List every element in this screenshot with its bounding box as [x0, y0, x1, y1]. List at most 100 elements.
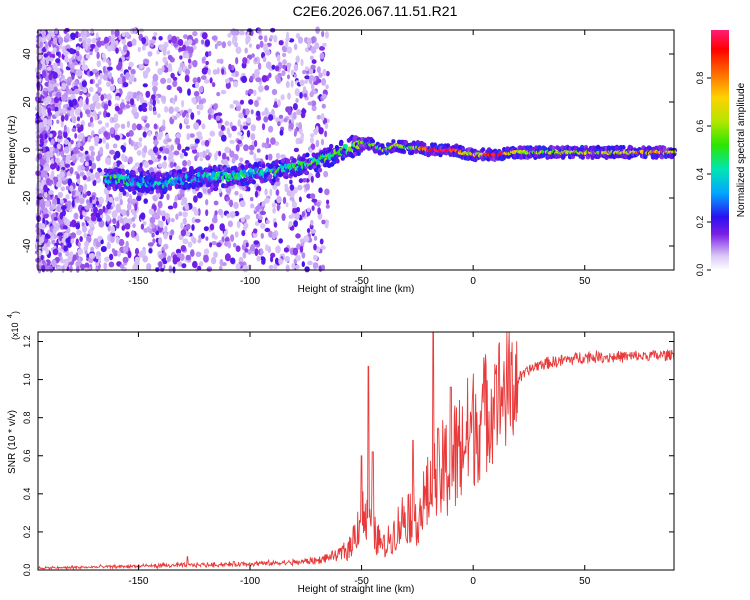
spectrogram-noise-cell	[123, 44, 128, 53]
spectrogram-noise-cell	[111, 248, 116, 254]
spectrogram-noise-cell	[44, 191, 48, 198]
spectrogram-noise-cell	[276, 195, 282, 204]
spectrogram-y-tick-label: -20	[22, 190, 33, 205]
spectrogram-noise-cell	[224, 253, 231, 262]
spectrogram-noise-cell	[177, 143, 182, 151]
spectrogram-noise-cell	[306, 37, 312, 45]
spectrogram-noise-cell	[158, 254, 164, 260]
spectrogram-noise-cell	[254, 57, 258, 62]
spectrogram-noise-cell	[225, 196, 231, 201]
spectrogram-noise-cell	[94, 114, 98, 121]
spectrogram-noise-cell	[55, 157, 60, 164]
spectrogram-noise-cell	[46, 66, 52, 71]
spectrogram-noise-cell	[201, 123, 206, 130]
spectrogram-noise-cell	[286, 62, 292, 68]
spectrogram-noise-cell	[179, 152, 184, 159]
spectrogram-noise-cell	[38, 63, 42, 71]
spectrogram-noise-cell	[79, 236, 83, 242]
spectrogram-noise-cell	[227, 240, 232, 249]
spectrogram-noise-cell	[267, 153, 273, 161]
spectrogram-noise-cell	[41, 259, 46, 264]
spectrogram-noise-cell	[63, 38, 69, 43]
spectrogram-noise-cell	[46, 178, 51, 186]
spectrogram-noise-cell	[308, 148, 313, 153]
spectrogram-track-halo	[261, 163, 266, 169]
spectrogram-noise-cell	[277, 121, 281, 127]
spectrogram-x-tick-label: 0	[470, 276, 476, 287]
spectrogram-noise-cell	[159, 146, 164, 152]
spectrogram-noise-cell	[262, 56, 267, 63]
spectrogram-noise-cell	[131, 123, 137, 131]
spectrogram-noise-cell	[232, 242, 237, 248]
spectrogram-noise-cell	[311, 36, 315, 44]
spectrogram-noise-cell	[261, 75, 268, 83]
spectrogram-noise-cell	[152, 213, 159, 219]
spectrogram-track-halo	[253, 161, 258, 167]
spectrogram-x-tick-label: -100	[240, 276, 260, 287]
spectrogram-noise-cell	[296, 243, 302, 250]
spectrogram-noise-cell	[142, 70, 149, 76]
snr-x-tick-label: -100	[240, 576, 260, 587]
svg-text:4: 4	[7, 314, 14, 318]
spectrogram-noise-cell	[106, 193, 110, 202]
spectrogram-noise-cell	[251, 53, 255, 58]
spectrogram-noise-cell	[72, 115, 77, 124]
spectrogram-noise-cell	[52, 47, 57, 53]
spectrogram-noise-cell	[205, 154, 211, 161]
spectrogram-noise-cell	[295, 254, 301, 262]
spectrogram-track-halo	[285, 158, 291, 164]
spectrogram-noise-cell	[319, 46, 325, 51]
spectrogram-noise-cell	[293, 220, 298, 228]
spectrogram-noise-cell	[65, 237, 71, 244]
spectrogram-noise-cell	[221, 134, 227, 142]
spectrogram-noise-cell	[306, 228, 311, 234]
colorbar-gradient	[711, 30, 729, 270]
spectrogram-noise-cell	[52, 71, 58, 79]
spectrogram-track-halo	[181, 167, 187, 173]
spectrogram-noise-cell	[90, 43, 96, 49]
spectrogram-noise-cell	[57, 130, 63, 136]
spectrogram-noise-cell	[254, 248, 259, 257]
spectrogram-noise-cell	[321, 30, 325, 38]
spectrogram-noise-cell	[221, 152, 227, 161]
spectrogram-noise-cell	[40, 59, 46, 65]
spectrogram-noise-cell	[310, 219, 314, 226]
spectrogram-noise-cell	[188, 46, 194, 54]
spectrogram-noise-cell	[77, 126, 82, 133]
spectrogram-noise-cell	[271, 202, 276, 208]
spectrogram-noise-cell	[158, 237, 163, 245]
spectrogram-noise-cell	[106, 58, 110, 64]
spectrogram-noise-cell	[95, 102, 101, 110]
spectrogram-noise-cell	[241, 75, 248, 83]
spectrogram-noise-cell	[292, 103, 298, 111]
spectrogram-noise-cell	[124, 223, 131, 230]
spectrogram-track-halo	[338, 141, 344, 147]
spectrogram-noise-cell	[316, 114, 321, 120]
spectrogram-noise-cell	[264, 197, 270, 204]
spectrogram-noise-cell	[58, 217, 64, 225]
spectrogram-marks	[35, 26, 677, 274]
spectrogram-noise-cell	[268, 265, 274, 270]
spectrogram-noise-cell	[131, 217, 136, 222]
spectrogram-noise-cell	[152, 73, 159, 82]
spectrogram-noise-cell	[324, 122, 329, 130]
spectrogram-noise-cell	[90, 151, 96, 157]
spectrogram-noise-cell	[116, 64, 122, 71]
spectrogram-noise-cell	[187, 108, 193, 113]
spectrogram-noise-cell	[278, 114, 284, 119]
spectrogram-noise-cell	[260, 223, 266, 229]
colorbar-tick-label: 0.2	[695, 216, 705, 229]
spectrogram-noise-cell	[56, 51, 60, 56]
spectrogram-noise-cell	[119, 102, 126, 110]
spectrogram-noise-cell	[249, 150, 254, 155]
spectrogram-noise-cell	[100, 246, 107, 253]
spectrogram-noise-cell	[59, 235, 63, 242]
spectrogram-x-axis-label: Height of straight line (km)	[298, 284, 415, 295]
spectrogram-noise-cell	[45, 200, 50, 208]
spectrogram-noise-cell	[49, 133, 53, 138]
spectrogram-y-tick-label: 0	[22, 147, 33, 153]
spectrogram-noise-cell	[304, 75, 310, 80]
spectrogram-noise-cell	[245, 89, 249, 96]
spectrogram-noise-cell	[319, 238, 324, 245]
spectrogram-noise-cell	[137, 46, 141, 53]
